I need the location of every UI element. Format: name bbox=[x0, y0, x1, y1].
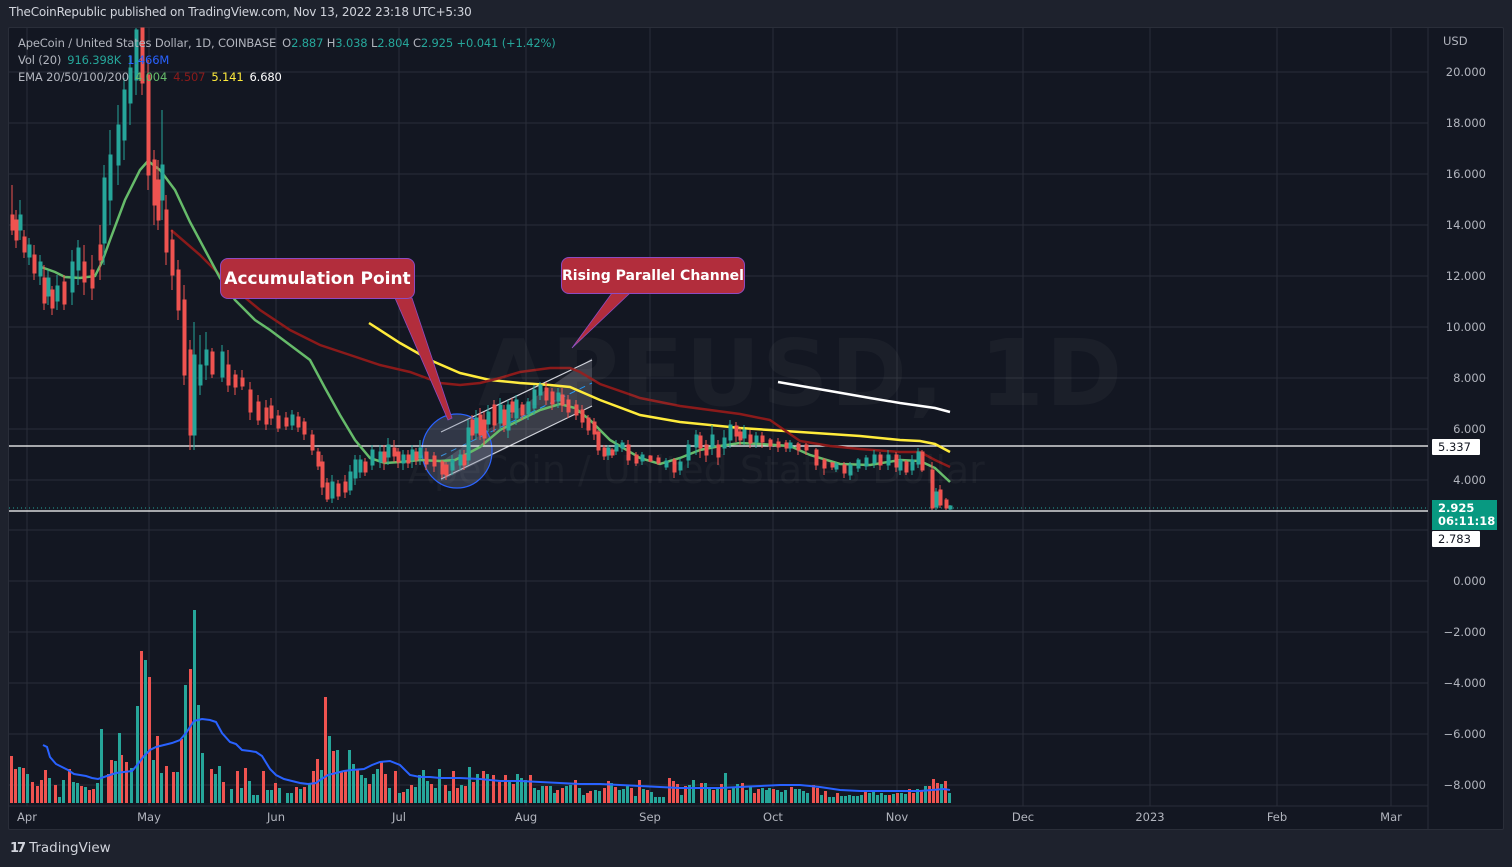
time-tick: May bbox=[137, 810, 161, 824]
price-tick: 6.000 bbox=[1453, 422, 1486, 436]
time-tick: 2023 bbox=[1135, 810, 1165, 824]
time-tick: Aug bbox=[514, 810, 538, 824]
bar-countdown: 06:11:18 bbox=[1438, 514, 1496, 528]
ema200-value: 6.680 bbox=[249, 70, 282, 84]
ema-label[interactable]: EMA 20/50/100/200 bbox=[18, 70, 129, 84]
ema-50-line bbox=[170, 229, 951, 469]
last-price: 2.925 bbox=[1438, 501, 1475, 515]
ema50-value: 4.507 bbox=[173, 70, 206, 84]
open-label: O bbox=[282, 36, 292, 50]
accumulation-point-callout[interactable]: Accumulation Point bbox=[220, 258, 415, 299]
channel-pointer bbox=[571, 292, 632, 349]
resistance-price-tag: 5.337 bbox=[1432, 439, 1480, 455]
ema-200-line bbox=[777, 380, 951, 414]
volume-ma-line bbox=[42, 717, 951, 792]
tradingview-brand-text: TradingView bbox=[29, 840, 111, 856]
time-tick: Mar bbox=[1380, 810, 1402, 824]
volume-row[interactable]: Vol (20) 916.398K 1.466M bbox=[18, 52, 556, 69]
volume-bars bbox=[10, 610, 951, 803]
time-tick: Sep bbox=[639, 810, 661, 824]
ohlc-values: O2.887 H3.038 L2.804 C2.925 +0.041 (+1.4… bbox=[282, 35, 556, 52]
tradingview-logo-icon: 17 bbox=[10, 840, 26, 856]
price-tick: 10.000 bbox=[1445, 320, 1486, 334]
volume-value: 916.398K bbox=[67, 53, 122, 67]
close-value: 2.925 bbox=[420, 36, 454, 50]
time-tick: Nov bbox=[885, 810, 909, 824]
price-tick: −2.000 bbox=[1443, 625, 1486, 639]
ema100-value: 5.141 bbox=[211, 70, 244, 84]
change-value: +0.041 (+1.42%) bbox=[456, 36, 556, 50]
ema-row[interactable]: EMA 20/50/100/200 4.004 4.507 5.141 6.68… bbox=[18, 69, 556, 86]
tradingview-branding[interactable]: 17 TradingView bbox=[10, 840, 111, 856]
time-tick: Oct bbox=[763, 810, 783, 824]
open-value: 2.887 bbox=[291, 36, 324, 50]
volume-ma-value: 1.466M bbox=[127, 53, 170, 67]
price-tick: −4.000 bbox=[1443, 676, 1486, 690]
symbol-row[interactable]: ApeCoin / United States Dollar, 1D, COIN… bbox=[18, 35, 556, 52]
time-tick: Feb bbox=[1266, 810, 1288, 824]
price-tick: −8.000 bbox=[1443, 778, 1486, 792]
price-tick: 4.000 bbox=[1453, 473, 1486, 487]
rising-channel-callout[interactable]: Rising Parallel Channel bbox=[561, 257, 745, 294]
ema20-value: 4.004 bbox=[134, 70, 168, 84]
price-tick: −6.000 bbox=[1443, 727, 1486, 741]
high-label: H bbox=[326, 36, 336, 50]
price-tick: 12.000 bbox=[1445, 269, 1486, 283]
price-tick: 18.000 bbox=[1445, 116, 1486, 130]
grid bbox=[9, 28, 1428, 806]
time-tick: Dec bbox=[1011, 810, 1035, 824]
time-tick: Jul bbox=[392, 810, 406, 824]
volume-label[interactable]: Vol (20) bbox=[18, 53, 62, 67]
chart-legend[interactable]: ApeCoin / United States Dollar, 1D, COIN… bbox=[18, 35, 556, 86]
price-tick: 0.000 bbox=[1453, 574, 1486, 588]
high-value: 3.038 bbox=[335, 36, 368, 50]
price-tick: 14.000 bbox=[1445, 218, 1486, 232]
low-label: L bbox=[370, 36, 378, 50]
support-price-tag: 2.783 bbox=[1432, 531, 1480, 547]
publish-info: TheCoinRepublic published on TradingView… bbox=[9, 5, 472, 19]
time-tick: Apr bbox=[17, 810, 37, 824]
close-label: C bbox=[412, 36, 421, 50]
price-tick: 16.000 bbox=[1445, 167, 1486, 181]
last-price-tag: 2.925 06:11:18 bbox=[1432, 500, 1497, 530]
accumulation-pointer bbox=[394, 297, 453, 421]
currency-label: USD bbox=[1443, 34, 1468, 48]
price-tick: 8.000 bbox=[1453, 371, 1486, 385]
time-tick: Jun bbox=[267, 810, 285, 824]
price-candles[interactable] bbox=[10, 27, 953, 510]
low-value: 2.804 bbox=[377, 36, 410, 50]
ema-100-line bbox=[368, 321, 951, 454]
symbol-title[interactable]: ApeCoin / United States Dollar, 1D, COIN… bbox=[18, 36, 277, 50]
price-tick: 20.000 bbox=[1445, 65, 1486, 79]
